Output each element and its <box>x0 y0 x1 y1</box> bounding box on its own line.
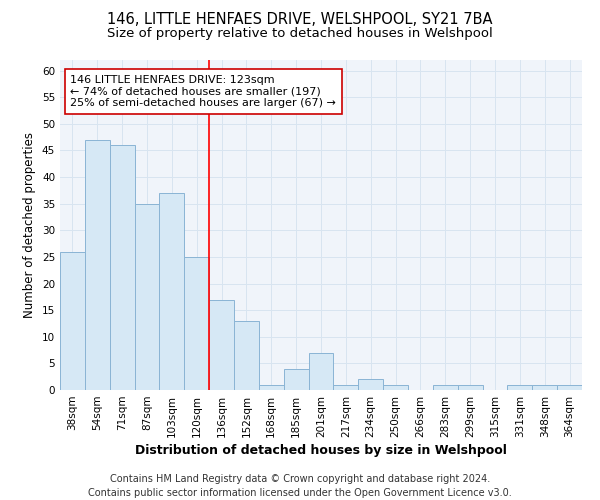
X-axis label: Distribution of detached houses by size in Welshpool: Distribution of detached houses by size … <box>135 444 507 457</box>
Text: 146 LITTLE HENFAES DRIVE: 123sqm
← 74% of detached houses are smaller (197)
25% : 146 LITTLE HENFAES DRIVE: 123sqm ← 74% o… <box>70 75 337 108</box>
Bar <box>209 300 234 390</box>
Bar <box>184 257 209 390</box>
Bar <box>234 321 259 390</box>
Bar <box>383 384 408 390</box>
Bar <box>358 380 383 390</box>
Bar <box>532 384 557 390</box>
Bar <box>508 384 532 390</box>
Bar <box>85 140 110 390</box>
Y-axis label: Number of detached properties: Number of detached properties <box>23 132 37 318</box>
Bar <box>160 193 184 390</box>
Text: Size of property relative to detached houses in Welshpool: Size of property relative to detached ho… <box>107 28 493 40</box>
Bar <box>110 145 134 390</box>
Bar <box>458 384 482 390</box>
Bar <box>259 384 284 390</box>
Bar <box>308 352 334 390</box>
Bar <box>557 384 582 390</box>
Bar <box>284 368 308 390</box>
Text: Contains HM Land Registry data © Crown copyright and database right 2024.
Contai: Contains HM Land Registry data © Crown c… <box>88 474 512 498</box>
Bar <box>134 204 160 390</box>
Bar <box>334 384 358 390</box>
Bar <box>433 384 458 390</box>
Bar <box>60 252 85 390</box>
Text: 146, LITTLE HENFAES DRIVE, WELSHPOOL, SY21 7BA: 146, LITTLE HENFAES DRIVE, WELSHPOOL, SY… <box>107 12 493 28</box>
